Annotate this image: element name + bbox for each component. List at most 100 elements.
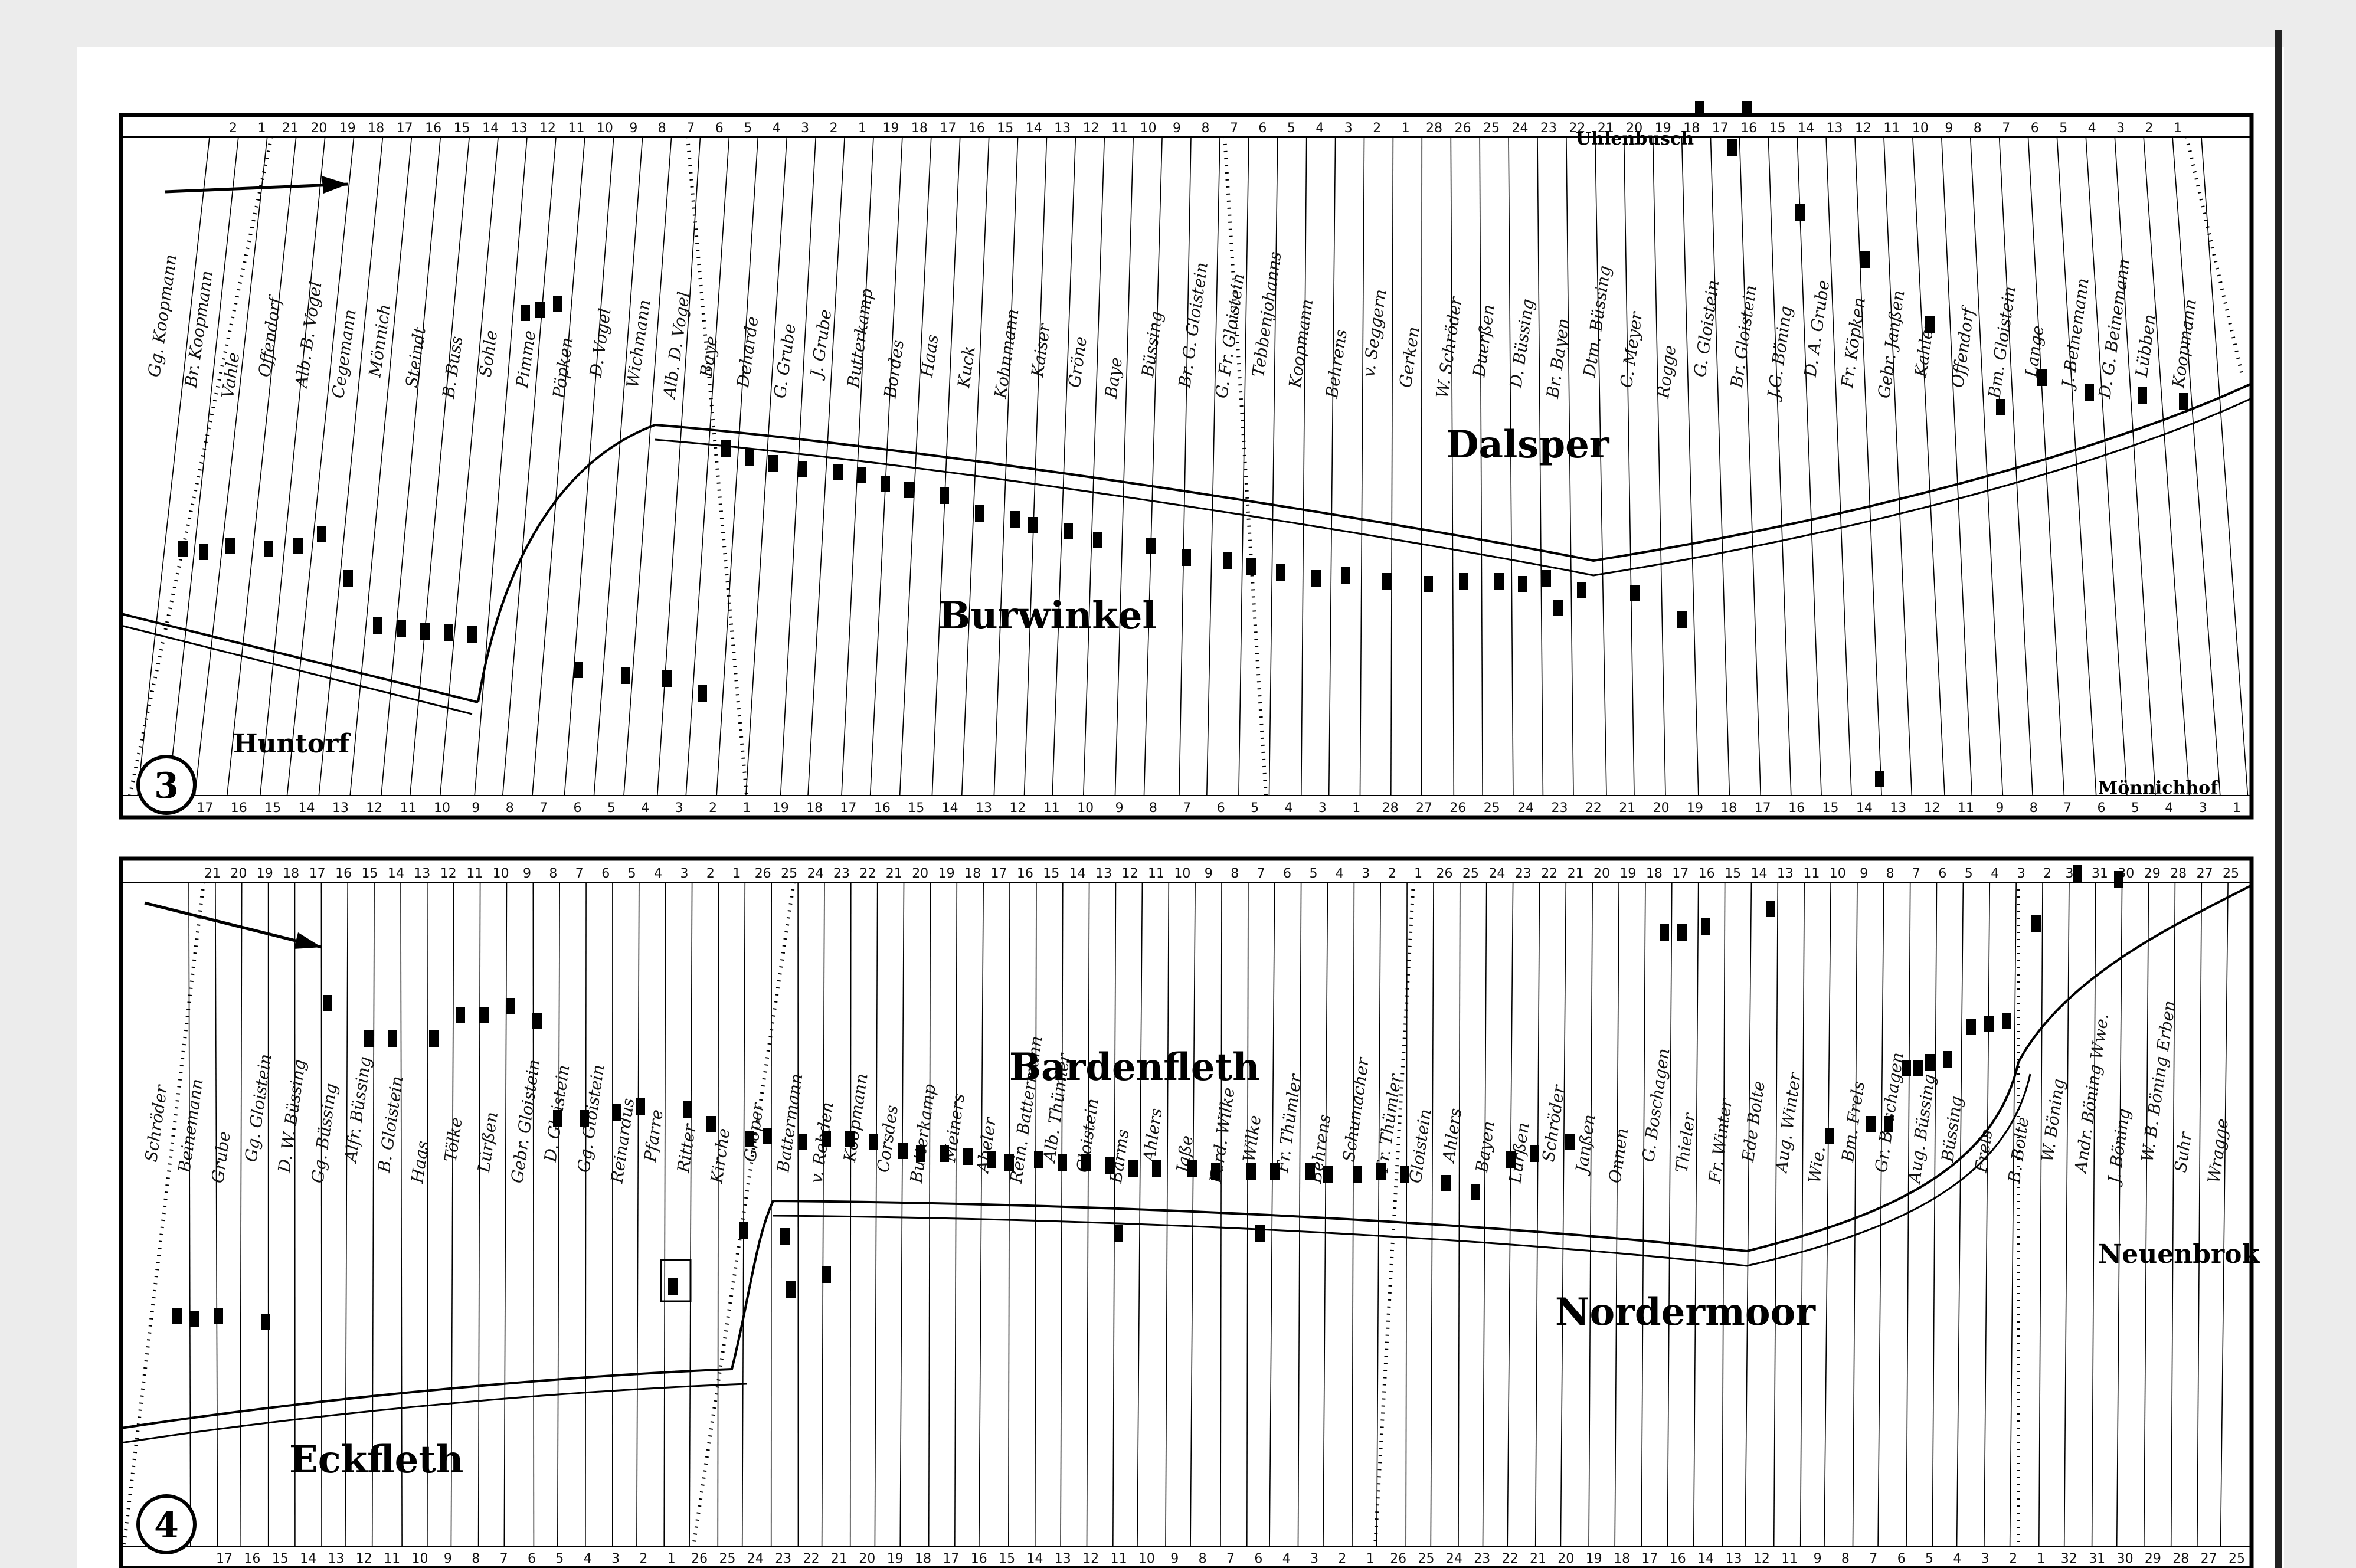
parcel-number-top: 12 xyxy=(539,121,556,136)
parcel-line xyxy=(1588,882,1593,1547)
parcel-number-bottom: 15 xyxy=(999,1551,1015,1566)
house-marker xyxy=(1128,1160,1138,1177)
parcel-line xyxy=(689,882,693,1547)
parcel-number-bottom: 25 xyxy=(719,1551,736,1566)
parcel-number-top: 31 xyxy=(2092,866,2108,881)
parcel-line xyxy=(2143,136,2190,796)
parcel-number-bottom: 14 xyxy=(1697,1551,1714,1566)
parcel-number-bottom: 22 xyxy=(803,1551,820,1566)
parcel-number-bottom: 11 xyxy=(1781,1551,1798,1566)
panel-4-road xyxy=(120,884,2252,1429)
parcel-line xyxy=(1932,882,1938,1547)
house-marker xyxy=(264,541,273,557)
parcel-line xyxy=(1450,136,1455,796)
house-marker xyxy=(721,440,731,457)
house-marker xyxy=(1105,1157,1114,1174)
parcel-number-bottom: 1 xyxy=(2037,1551,2046,1566)
parcel-line xyxy=(194,136,268,796)
parcel-number-top: 4 xyxy=(1336,866,1344,881)
parcel-line xyxy=(928,882,931,1547)
parcel-line xyxy=(2172,136,2221,796)
parcel-number-top: 7 xyxy=(1257,866,1265,881)
house-marker xyxy=(1341,567,1350,584)
parcel-number-bottom: 18 xyxy=(1720,801,1737,816)
parcel-number-top: 22 xyxy=(859,866,876,881)
parcel-number-bottom: 20 xyxy=(1653,801,1670,816)
parcel-line xyxy=(345,882,349,1547)
parcel-number-top: 5 xyxy=(744,121,752,136)
parcel-number-bottom: 22 xyxy=(1502,1551,1519,1566)
panel-3: 2 1 21 20 19 18 17 16 15 14 13 12 11 10 9 8 7 6 5 4 3 2 1 19 18 1… xyxy=(119,101,2254,820)
parcel-number-bottom: 1 xyxy=(2233,801,2241,816)
house-marker xyxy=(2138,387,2147,404)
panel-3-frame xyxy=(119,113,2254,820)
house-marker xyxy=(2085,384,2094,401)
parcel-line xyxy=(1083,136,1105,796)
house-marker xyxy=(1660,924,1669,941)
parcel-number-top: 16 xyxy=(968,121,985,136)
parcel-number-bottom: 11 xyxy=(1111,1551,1127,1566)
north-arrow-icon-2 xyxy=(144,901,322,949)
parcel-number-bottom: 5 xyxy=(1251,801,1259,816)
parcel-line xyxy=(1641,882,1646,1547)
parcel-number-top: 6 xyxy=(2031,121,2039,136)
parcel-number-bottom: 13 xyxy=(328,1551,344,1566)
parcel-number-top: 19 xyxy=(1655,121,1671,136)
panel-4-road-edge-2 xyxy=(773,1073,2031,1267)
parcel-line xyxy=(532,882,535,1547)
parcel-number-top: 13 xyxy=(414,866,430,881)
parcel-number-top: 20 xyxy=(230,866,247,881)
parcel-number-top: 11 xyxy=(1803,866,1820,881)
parcel-number-top: 7 xyxy=(686,121,695,136)
parcel-number-bottom: 17 xyxy=(197,801,213,816)
parcel-number-top: 18 xyxy=(911,121,928,136)
parcel-line xyxy=(1768,136,1792,796)
parcel-number-bottom: 5 xyxy=(1925,1551,1933,1566)
house-marker xyxy=(1182,549,1191,566)
parcel-number-bottom: 17 xyxy=(1641,1551,1658,1566)
parcel-number-top: 17 xyxy=(397,121,413,136)
house-marker xyxy=(1866,1116,1876,1132)
house-marker xyxy=(553,296,562,312)
parcel-line xyxy=(1301,136,1307,796)
parcel-number-bottom: 21 xyxy=(1530,1551,1546,1566)
parcel-number-bottom: 9 xyxy=(444,1551,452,1566)
parcel-number-bottom: 15 xyxy=(272,1551,289,1566)
parcel-number-top: 10 xyxy=(1830,866,1846,881)
house-marker xyxy=(1766,901,1775,917)
parcel-line xyxy=(1430,882,1434,1547)
house-marker xyxy=(1152,1160,1161,1177)
parcel-number-top: 14 xyxy=(1069,866,1086,881)
parcel-line xyxy=(1052,136,1076,796)
parcel-number-top: 7 xyxy=(575,866,584,881)
parcel-number-top: 3 xyxy=(1344,121,1353,136)
parcel-number-bottom: 24 xyxy=(1446,1551,1462,1566)
parcel-number-bottom: 9 xyxy=(472,801,480,816)
parcel-line xyxy=(2116,882,2123,1547)
parcel-number-bottom: 14 xyxy=(1027,1551,1043,1566)
parcel-number-top: 11 xyxy=(1111,121,1128,136)
parcel-number-bottom: 15 xyxy=(908,801,924,816)
parcel-number-bottom: 12 xyxy=(1009,801,1026,816)
parcel-number-bottom: 6 xyxy=(1897,1551,1906,1566)
house-marker xyxy=(763,1128,772,1144)
parcel-number-top: 1 xyxy=(1402,121,1410,136)
parcel-number-bottom: 7 xyxy=(1869,1551,1877,1566)
parcel-number-top: 14 xyxy=(1751,866,1768,881)
parcel-number-top: 25 xyxy=(781,866,797,881)
parcel-number-top: 10 xyxy=(1174,866,1190,881)
parcel-number-bottom: 8 xyxy=(1199,1551,1207,1566)
parcel-line xyxy=(1998,136,2033,796)
house-marker xyxy=(1376,1163,1386,1180)
parcel-number-top: 6 xyxy=(715,121,724,136)
parcel-number-top: 23 xyxy=(1515,866,1532,881)
parcel-line xyxy=(2220,882,2229,1547)
parcel-number-top: 26 xyxy=(1436,866,1453,881)
parcel-line xyxy=(1112,882,1117,1547)
house-marker xyxy=(780,1228,790,1245)
house-marker xyxy=(745,449,754,466)
parcel-line xyxy=(821,882,825,1547)
parcel-line xyxy=(1405,882,1408,1547)
parcel-line xyxy=(585,882,587,1547)
parcel-number-bottom: 11 xyxy=(1958,801,1974,816)
